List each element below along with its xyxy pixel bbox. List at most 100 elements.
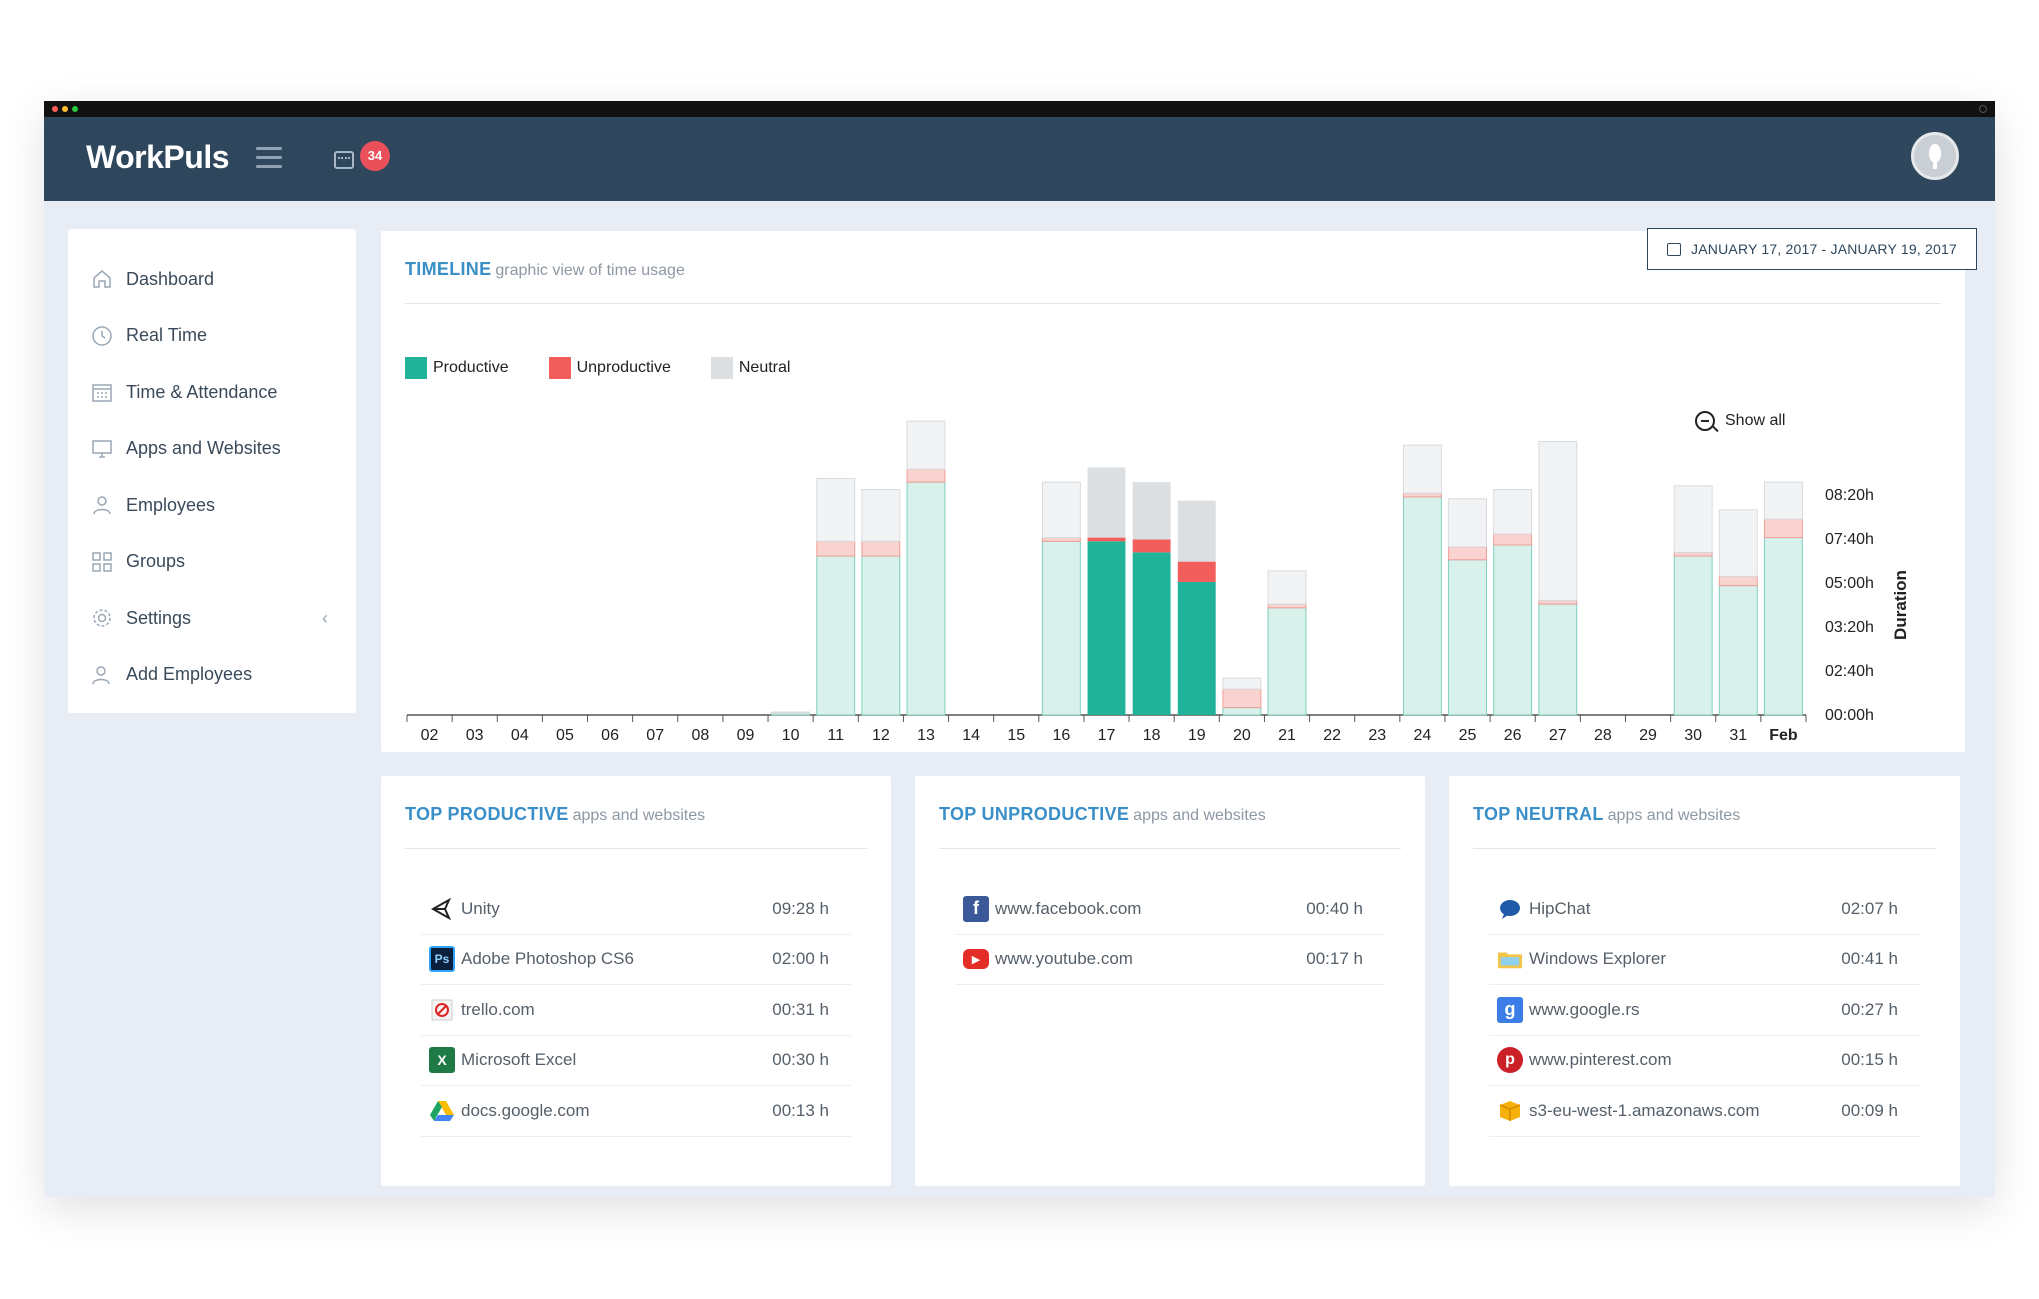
maximize-window-icon[interactable] [72,106,78,112]
zoom-out-icon [1695,411,1715,431]
chart-legend: Productive Unproductive Neutral [405,357,830,379]
item-name: Microsoft Excel [461,1050,577,1070]
x-tick-label: 27 [1549,727,1567,744]
timeline-panel: TIMELINE graphic view of time usage JANUA… [381,228,1977,752]
bar-productive [816,555,856,716]
x-tick-label: 10 [782,727,800,744]
avatar[interactable] [1911,132,1959,180]
item-name: trello.com [461,999,535,1019]
x-tick-label: Feb [1769,727,1798,744]
bar-unproductive [861,540,901,557]
bar-unproductive [1493,533,1533,546]
x-tick-label: 30 [1684,727,1702,744]
amazon-aws-icon [1497,1098,1523,1124]
bar-unproductive [1222,688,1262,709]
sidebar-item-add-employees[interactable]: Add Employees [68,647,356,704]
bar-productive [1041,540,1081,716]
bar-unproductive [1087,537,1126,542]
bar-unproductive [1538,599,1578,605]
y-tick-label: 00:00h [1825,707,1874,724]
item-name: HipChat [1529,898,1591,918]
folder-icon [1497,946,1523,972]
bar-productive [1538,603,1578,716]
list-item[interactable]: HipChat 02:07 h [1489,884,1920,935]
calendar-icon[interactable] [334,151,354,169]
x-tick-label: 23 [1368,727,1386,744]
unity-icon [429,896,455,922]
bar-productive [1267,607,1307,716]
list-item[interactable]: Windows Explorer 00:41 h [1489,935,1920,985]
item-duration: 00:41 h [1841,949,1898,969]
legend-item-productive[interactable]: Productive [405,357,509,379]
list-item[interactable]: Ps Adobe Photoshop CS6 02:00 h [421,935,851,985]
sidebar-item-label: Employees [126,494,216,515]
youtube-icon: ▶ [963,949,989,970]
calendar-icon [1667,242,1682,256]
close-window-icon[interactable] [52,106,58,112]
bar-neutral [1673,485,1713,553]
bar-unproductive [1041,537,1081,542]
chevron-left-icon[interactable]: ‹ [322,607,328,628]
list-item[interactable]: X Microsoft Excel 00:30 h [421,1036,851,1086]
list-item[interactable]: s3-eu-west-1.amazonaws.com 00:09 h [1489,1086,1920,1137]
notification-badge[interactable]: 34 [360,141,390,171]
sidebar-item-label: Add Employees [126,664,253,685]
sidebar-item-time-attendance[interactable]: Time & Attendance [68,364,356,421]
legend-label: Neutral [738,359,791,376]
list-item[interactable]: g www.google.rs 00:27 h [1489,985,1920,1036]
minimize-window-icon[interactable] [62,106,68,112]
window-titlebar [44,101,1995,117]
sidebar-item-settings[interactable]: Settings ‹ [68,590,356,647]
item-duration: 00:17 h [1306,949,1363,969]
google-icon: g [1497,996,1523,1023]
bar-productive [1763,537,1803,716]
bar-neutral [1041,481,1081,539]
bar-neutral [1087,467,1126,538]
sidebar-item-dashboard[interactable]: Dashboard [68,251,356,308]
bar-neutral [1448,498,1487,548]
legend-item-unproductive[interactable]: Unproductive [548,357,671,379]
list-item[interactable]: ▶ www.youtube.com 00:17 h [955,935,1385,985]
bar-productive [1718,585,1758,716]
bar-neutral [906,420,946,470]
item-duration: 02:07 h [1841,898,1898,918]
bar-unproductive [1763,518,1803,539]
app-list: HipChat 02:07 h Windows Explorer 00:41 h… [1489,884,1920,1137]
x-tick-label: 09 [737,727,755,744]
item-name: www.facebook.com [995,898,1142,918]
bar-neutral [771,711,811,714]
bar-unproductive [1402,492,1442,498]
item-name: Unity [461,898,500,918]
bar-productive [1493,544,1533,716]
show-all-button[interactable]: Show all [1695,411,1785,431]
bar-neutral [1132,482,1171,540]
date-range-picker[interactable]: JANUARY 17, 2017 - JANUARY 19, 2017 [1647,228,1977,270]
list-item[interactable]: docs.google.com 00:13 h [421,1086,851,1137]
legend-swatch [405,357,427,379]
home-icon [90,267,114,291]
sidebar-item-employees[interactable]: Employees [68,477,356,534]
x-tick-label: 14 [962,727,980,744]
add-user-icon [90,663,114,687]
x-tick-label: 26 [1504,727,1522,744]
list-item[interactable]: Unity 09:28 h [421,884,851,935]
bar-unproductive [1673,551,1713,557]
sidebar-item-real-time[interactable]: Real Time [68,308,356,365]
sidebar-item-label: Real Time [126,325,208,346]
bar-neutral [1402,444,1442,494]
sidebar-item-label: Apps and Websites [126,438,281,459]
bar-neutral [1538,440,1578,601]
list-item[interactable]: f www.facebook.com 00:40 h [955,884,1385,935]
monitor-icon [90,437,114,461]
menu-toggle-icon[interactable] [256,147,282,169]
x-tick-label: 02 [421,727,439,744]
list-item[interactable]: trello.com 00:31 h [421,985,851,1036]
x-tick-label: 25 [1459,727,1477,744]
legend-swatch [548,357,571,379]
legend-item-neutral[interactable]: Neutral [710,357,791,379]
sidebar-item-apps-websites[interactable]: Apps and Websites [68,421,356,478]
logo[interactable]: WorkPuls [86,139,230,175]
sidebar-item-groups[interactable]: Groups [68,534,356,591]
list-item[interactable]: p www.pinterest.com 00:15 h [1489,1036,1920,1086]
bar-unproductive [816,540,856,557]
